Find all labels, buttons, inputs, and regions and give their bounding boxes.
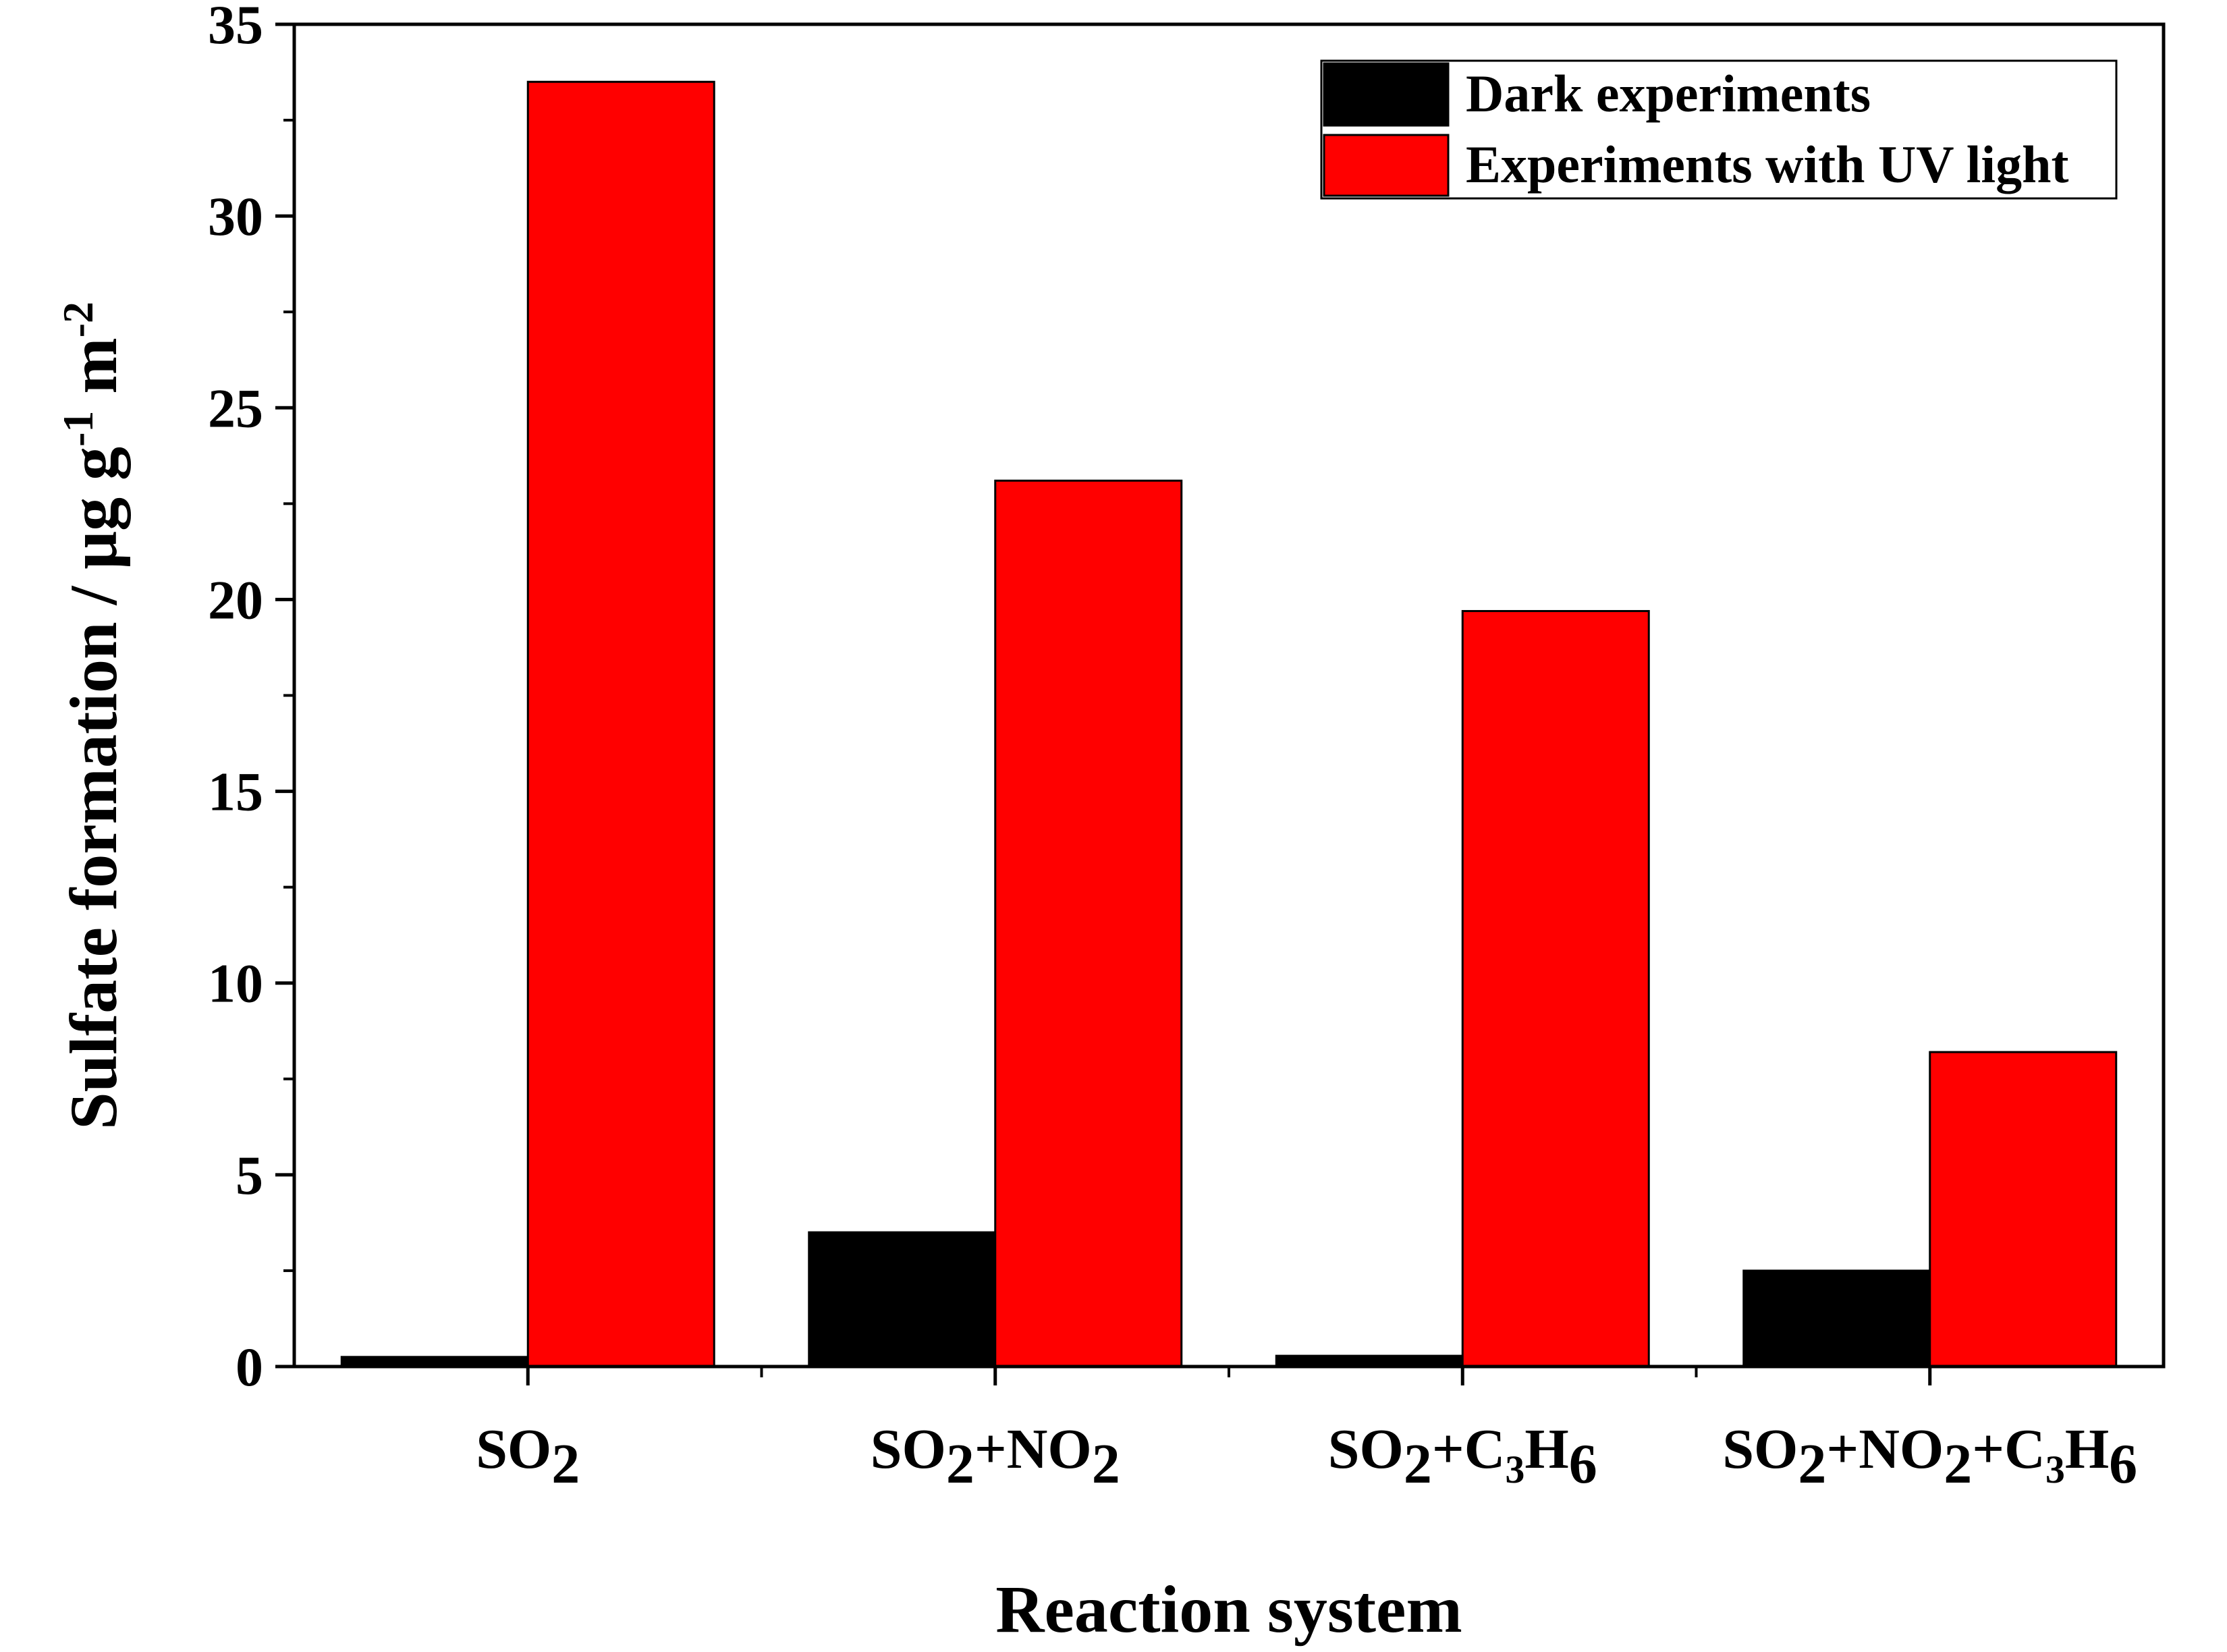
x-tick-label: SO2+NO2+C3H6 xyxy=(1722,1418,2137,1495)
y-tick-label: 5 xyxy=(236,1145,263,1206)
y-axis-title-sup2: -2 xyxy=(54,302,102,337)
legend-swatch-uv xyxy=(1323,134,1450,197)
y-tick-label: 25 xyxy=(208,377,263,439)
bar-uv-3 xyxy=(1461,609,1650,1368)
bar-dark-2 xyxy=(808,1231,997,1368)
y-tick-label: 15 xyxy=(208,761,263,823)
x-tick-label: SO2+C3H6 xyxy=(1328,1418,1597,1495)
y-tick-label: 30 xyxy=(208,186,263,247)
bars-group xyxy=(340,80,2118,1368)
x-tick-label: SO2 xyxy=(476,1418,580,1495)
y-axis-ticks: 0 5 10 15 20 25 30 35 xyxy=(208,0,294,1398)
x-tick-label: SO2+NO2 xyxy=(871,1418,1120,1495)
y-tick-label: 0 xyxy=(236,1336,263,1398)
bar-uv-2 xyxy=(994,479,1183,1368)
bar-uv-1 xyxy=(526,80,715,1368)
legend-swatch-dark xyxy=(1323,62,1450,127)
legend-box xyxy=(1320,59,2118,200)
legend-label-uv: Experiments with UV light xyxy=(1466,135,2068,194)
bar-dark-4 xyxy=(1742,1269,1931,1368)
y-axis-title-mid: m xyxy=(56,337,131,410)
y-tick-label: 35 xyxy=(208,0,263,55)
y-axis-title-sup1: -1 xyxy=(54,411,102,447)
y-axis-title-main: Sulfate formation / μg g xyxy=(56,447,131,1130)
y-tick-label: 20 xyxy=(208,569,263,630)
x-axis-title: Reaction system xyxy=(995,1572,1462,1647)
y-axis-title: Sulfate formation / μg g-1 m-2 xyxy=(54,302,132,1130)
y-tick-label: 10 xyxy=(208,953,263,1014)
x-axis-ticks: SO2 SO2+NO2 SO2+C3H6 SO2+NO2+C3H6 xyxy=(476,1367,2137,1495)
bar-uv-4 xyxy=(1929,1051,2118,1368)
legend-label-dark: Dark experiments xyxy=(1466,64,1871,123)
legend: Dark experiments Experiments with UV lig… xyxy=(1320,59,2118,200)
